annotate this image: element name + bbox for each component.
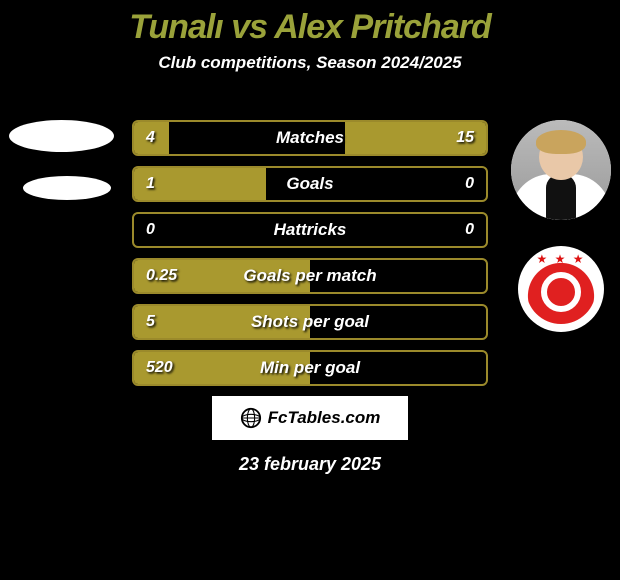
stat-label: Shots per goal <box>188 312 432 332</box>
stats-table: 4Matches151Goals00Hattricks00.25Goals pe… <box>132 120 488 396</box>
stat-label: Hattricks <box>188 220 432 240</box>
stat-row: 4Matches15 <box>132 120 488 156</box>
stat-value-left: 0.25 <box>134 267 188 285</box>
stat-label: Matches <box>188 128 432 148</box>
stat-value-left: 4 <box>134 129 188 147</box>
page-subtitle: Club competitions, Season 2024/2025 <box>0 53 620 73</box>
site-brand[interactable]: FcTables.com <box>208 392 412 444</box>
page-title: Tunalı vs Alex Pritchard <box>0 0 620 47</box>
stat-label: Goals <box>188 174 432 194</box>
stat-value-left: 5 <box>134 313 188 331</box>
brand-text: FcTables.com <box>268 408 381 428</box>
stat-label: Goals per match <box>188 266 432 286</box>
stat-row: 1Goals0 <box>132 166 488 202</box>
stat-row: 520Min per goal <box>132 350 488 386</box>
stat-row: 0.25Goals per match <box>132 258 488 294</box>
stat-row: 5Shots per goal <box>132 304 488 340</box>
stat-value-left: 0 <box>134 221 188 239</box>
stat-value-right: 0 <box>432 175 486 193</box>
snapshot-date: 23 february 2025 <box>0 454 620 475</box>
stat-label: Min per goal <box>188 358 432 378</box>
placeholder-blob <box>9 120 114 152</box>
club-badge: ★ ★ ★ <box>518 246 604 332</box>
stat-value-right: 0 <box>432 221 486 239</box>
stat-value-left: 1 <box>134 175 188 193</box>
left-player-placeholder <box>9 120 119 200</box>
globe-icon <box>240 407 262 429</box>
stat-value-left: 520 <box>134 359 188 377</box>
player-photo <box>511 120 611 220</box>
stat-row: 0Hattricks0 <box>132 212 488 248</box>
placeholder-blob <box>23 176 111 200</box>
stat-value-right: 15 <box>432 129 486 147</box>
